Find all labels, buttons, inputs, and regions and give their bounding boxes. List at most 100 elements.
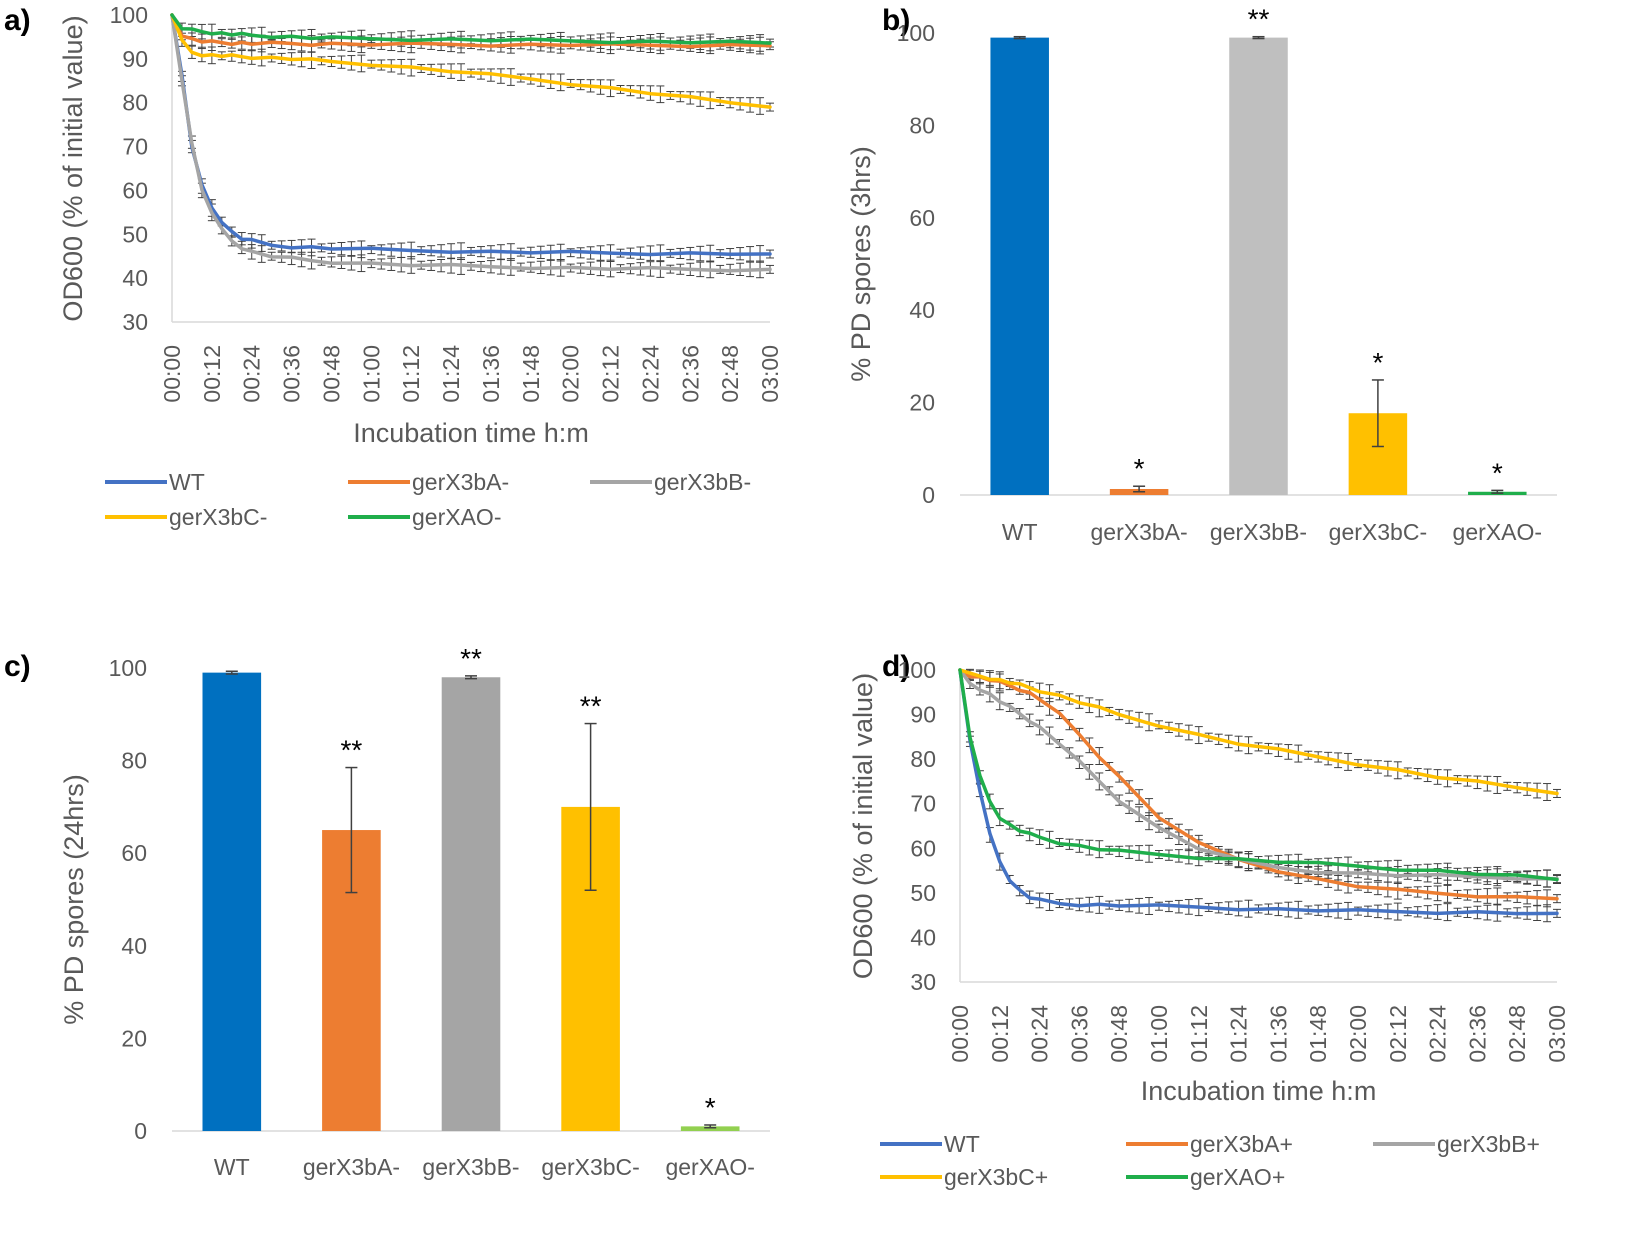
x-tick-label: 01:00	[358, 345, 384, 403]
y-tick-label: 60	[122, 177, 148, 203]
x-tick-label: 02:12	[1385, 1005, 1411, 1063]
y-axis-title: % PD spores (24hrs)	[59, 774, 89, 1025]
x-tick-label: 00:12	[987, 1005, 1013, 1063]
x-tick-label: 00:24	[239, 345, 265, 403]
series-line-WT	[170, 13, 772, 257]
x-tick-label: 01:00	[1146, 1005, 1172, 1063]
x-tick-label: 00:36	[1066, 1005, 1092, 1063]
series-line-gerXAO+	[958, 668, 1559, 882]
x-tick-label: 02:48	[1504, 1005, 1530, 1063]
chart-a: 30 40 50 60 70 80 90 100 00:00 00:12 00:24 00:36 00:…	[58, 2, 783, 530]
y-axis-title: OD600 (% of initial value)	[58, 15, 88, 321]
bar-WT	[202, 672, 262, 1131]
x-tick-label: 00:48	[1106, 1005, 1132, 1063]
legend-label: gerXAO-	[412, 504, 501, 530]
y-tick-label: 100	[110, 2, 148, 28]
category-label: gerXAO-	[1453, 519, 1542, 545]
significance-marker: **	[460, 643, 482, 674]
legend-label: WT	[169, 469, 205, 495]
x-tick-label: 00:00	[947, 1005, 973, 1063]
bar-WT	[990, 37, 1049, 496]
y-tick-label: 90	[910, 702, 936, 728]
x-tick-label: 02:48	[717, 345, 743, 403]
y-tick-label: 70	[122, 134, 148, 160]
category-label: gerX3bA-	[1091, 519, 1188, 545]
x-axis-title: Incubation time h:m	[353, 418, 589, 448]
chart-b: 0 20 40 60 80 100 % PD spores (3hrs) WT * gerX3bA…	[846, 4, 1557, 545]
panel-label-c: c)	[4, 650, 31, 683]
y-tick-label: 100	[109, 655, 147, 681]
significance-marker: *	[705, 1092, 716, 1123]
category-label: WT	[214, 1154, 250, 1180]
series-line-gerX3bC+	[958, 668, 1559, 796]
y-tick-label: 60	[121, 840, 147, 866]
x-tick-label: 01:12	[398, 345, 424, 403]
x-tick-label: 01:48	[518, 345, 544, 403]
significance-marker: **	[580, 691, 602, 722]
series-line-WT	[958, 668, 1559, 916]
y-tick-label: 50	[910, 880, 936, 906]
x-tick-label: 02:00	[1345, 1005, 1371, 1063]
y-tick-label: 30	[122, 309, 148, 335]
legend-label: gerX3bC+	[944, 1164, 1048, 1190]
legend-label: gerX3bC-	[169, 504, 267, 530]
panel-label-a: a)	[4, 4, 31, 37]
y-tick-label: 20	[121, 1025, 147, 1051]
x-tick-label: 02:36	[677, 345, 703, 403]
y-tick-label: 40	[122, 265, 148, 291]
significance-marker: **	[1248, 4, 1270, 35]
x-axis-title: Incubation time h:m	[1141, 1076, 1377, 1106]
category-label: gerX3bC-	[541, 1154, 639, 1180]
x-tick-label: 03:00	[1544, 1005, 1570, 1063]
panel-label-b: b)	[882, 4, 910, 37]
significance-marker: *	[1372, 347, 1383, 378]
x-tick-label: 02:12	[598, 345, 624, 403]
series-line-gerX3bA-	[170, 13, 772, 49]
y-tick-label: 60	[910, 835, 936, 861]
panel-label-d: d)	[882, 650, 910, 683]
category-label: gerXAO-	[665, 1154, 754, 1180]
significance-marker: *	[1134, 453, 1145, 484]
x-tick-label: 03:00	[757, 345, 783, 403]
legend-label: gerX3bB+	[1437, 1131, 1540, 1157]
legend-label: gerX3bA-	[412, 469, 509, 495]
bar-gerX3bB-	[441, 677, 501, 1131]
y-axis-title: OD600 (% of initial value)	[848, 673, 878, 979]
y-axis-title: % PD spores (3hrs)	[846, 146, 876, 382]
y-tick-label: 50	[122, 221, 148, 247]
x-tick-label: 02:36	[1464, 1005, 1490, 1063]
category-label: gerX3bC-	[1329, 519, 1427, 545]
y-tick-label: 40	[121, 933, 147, 959]
legend-label: gerX3bB-	[654, 469, 751, 495]
y-tick-label: 90	[122, 46, 148, 72]
x-tick-label: 01:36	[1265, 1005, 1291, 1063]
series-line-gerX3bB-	[170, 13, 772, 273]
x-tick-label: 02:00	[558, 345, 584, 403]
y-tick-label: 40	[909, 297, 935, 323]
series-line-gerX3bB+	[958, 668, 1559, 881]
x-tick-label: 01:12	[1186, 1005, 1212, 1063]
series-line-gerXAO-	[170, 13, 772, 45]
x-tick-label: 00:36	[279, 345, 305, 403]
x-tick-label: 00:24	[1027, 1005, 1053, 1063]
significance-marker: **	[341, 735, 363, 766]
y-tick-label: 60	[909, 205, 935, 231]
y-tick-label: 30	[910, 969, 936, 995]
y-tick-label: 100	[898, 657, 936, 683]
x-tick-label: 02:24	[1425, 1005, 1451, 1063]
y-tick-label: 80	[121, 748, 147, 774]
bar-gerX3bB-	[1229, 37, 1288, 496]
y-tick-label: 0	[922, 482, 935, 508]
significance-marker: *	[1492, 457, 1503, 488]
x-tick-label: 01:24	[438, 345, 464, 403]
x-tick-label: 00:00	[159, 345, 185, 403]
x-tick-label: 01:36	[478, 345, 504, 403]
category-label: gerX3bB-	[422, 1154, 519, 1180]
y-tick-label: 70	[910, 791, 936, 817]
category-label: gerX3bA-	[303, 1154, 400, 1180]
legend-label: gerXAO+	[1190, 1164, 1285, 1190]
x-tick-label: 01:24	[1226, 1005, 1252, 1063]
chart-d: 30 40 50 60 70 80 90 100 00:00 00:12 00:24 00:36 00:…	[848, 657, 1570, 1190]
y-tick-label: 40	[910, 924, 936, 950]
